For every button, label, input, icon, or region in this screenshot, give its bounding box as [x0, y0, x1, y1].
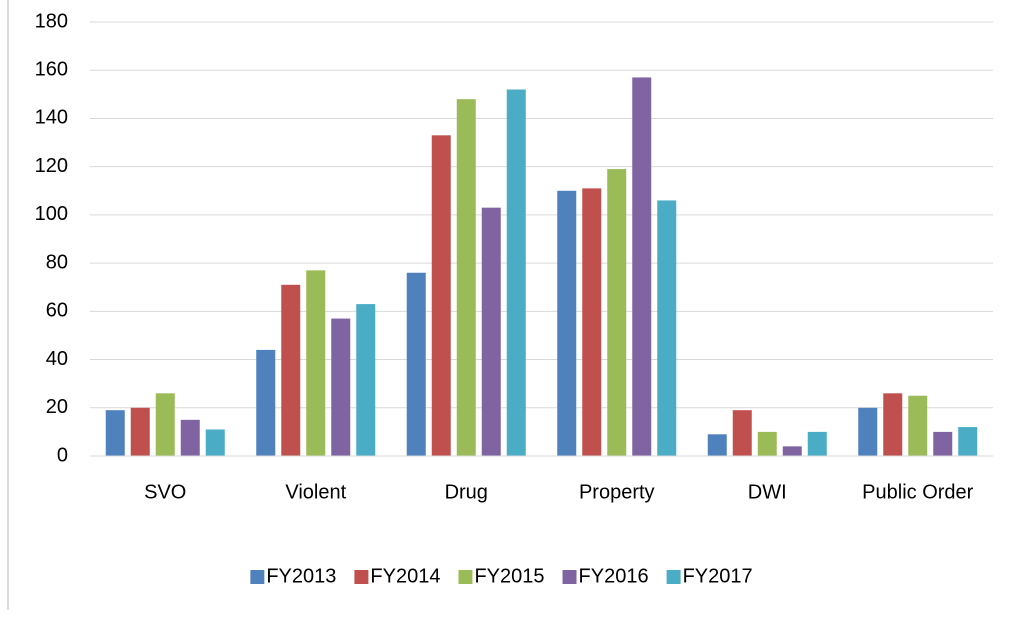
bar: [155, 393, 175, 456]
legend-label: FY2017: [683, 565, 753, 587]
x-tick-label: Drug: [445, 481, 488, 503]
legend-label: FY2016: [579, 565, 649, 587]
y-tick-label: 80: [46, 251, 68, 273]
x-tick-label: SVO: [144, 481, 186, 503]
bar: [632, 77, 652, 456]
legend-swatch: [354, 570, 369, 584]
legend-label: FY2013: [266, 565, 336, 587]
x-tick-label: Violent: [285, 481, 346, 503]
bar: [205, 429, 225, 456]
y-tick-label: 120: [35, 155, 68, 177]
legend-label: FY2014: [370, 565, 440, 587]
bar: [456, 99, 476, 457]
x-tick-label: DWI: [748, 481, 787, 503]
bar: [481, 207, 501, 456]
bar: [130, 407, 150, 456]
y-tick-label: 0: [57, 444, 68, 466]
bar: [958, 427, 978, 456]
bar: [105, 410, 125, 456]
y-tick-label: 20: [46, 396, 68, 418]
bar: [807, 431, 827, 456]
y-tick-label: 180: [35, 10, 68, 32]
bar: [908, 395, 928, 456]
bar: [331, 318, 351, 456]
y-tick-label: 140: [35, 107, 68, 129]
y-tick-label: 100: [35, 203, 68, 225]
bar: [306, 270, 326, 456]
legend-swatch: [250, 570, 265, 584]
bar: [782, 446, 802, 456]
bar: [281, 284, 301, 456]
bar: [406, 272, 426, 456]
legend-swatch: [458, 570, 473, 584]
bar: [256, 349, 276, 456]
x-tick-label: Public Order: [862, 481, 973, 503]
bar: [933, 431, 953, 456]
bar: [582, 188, 602, 456]
bar: [431, 135, 451, 457]
x-tick-label: Property: [579, 481, 655, 503]
bar: [607, 169, 627, 457]
bar: [356, 304, 376, 456]
legend-label: FY2015: [474, 565, 544, 587]
y-tick-label: 40: [46, 348, 68, 370]
y-tick-label: 60: [46, 300, 68, 322]
legend-swatch: [562, 570, 577, 584]
bar: [557, 190, 577, 456]
bar: [757, 431, 777, 456]
legend-swatch: [666, 570, 681, 584]
bar: [883, 393, 903, 456]
bar: [858, 407, 878, 456]
bar: [506, 89, 526, 456]
bar: [180, 419, 200, 456]
bar: [732, 410, 752, 456]
legend: FY2013 FY2014 FY2015 FY2016 FY2017: [250, 565, 753, 587]
y-tick-label: 160: [35, 59, 68, 81]
bar: [657, 200, 677, 456]
bar: [707, 434, 727, 456]
